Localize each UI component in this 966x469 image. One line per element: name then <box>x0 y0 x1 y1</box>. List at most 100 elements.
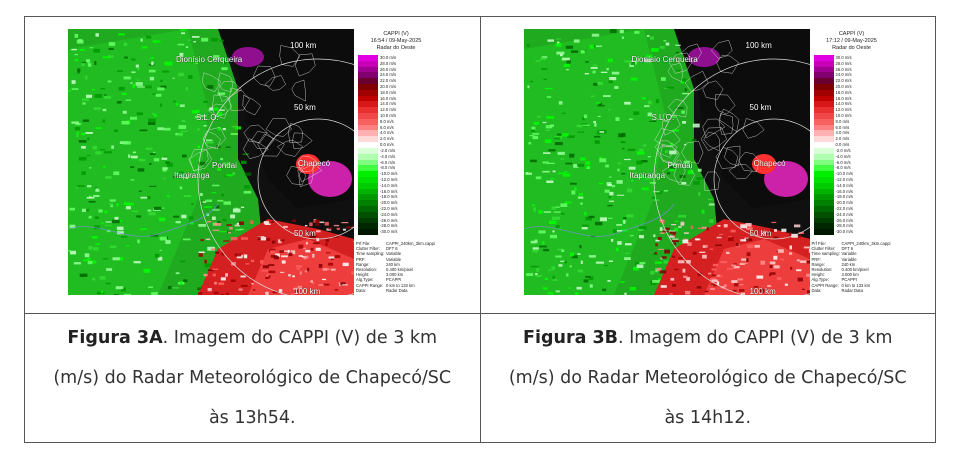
velocity-legend-label: 22.0 m/s <box>835 78 852 84</box>
metadata-value: 0.400 km/pixel <box>386 267 413 273</box>
metadata-value: 3.000 km <box>841 272 859 278</box>
radar-header: CAPPI (V) 17:12 / 09-May-2025 Radar do Oes… <box>810 29 894 52</box>
radar-side-panel: CAPPI (V) 16:54 / 09-May-2025 Radar do Oes… <box>354 29 438 311</box>
metadata-row: CAPPI Range: 0 km to 133 km <box>356 283 438 288</box>
velocity-legend-label: -18.0 m/s <box>835 194 853 200</box>
velocity-color-swatch <box>813 147 834 155</box>
velocity-color-swatch <box>813 89 834 97</box>
metadata-key: Clutter Filter: <box>811 246 836 252</box>
place-label: Itapiranga <box>629 171 666 180</box>
velocity-legend-label: -8.0 m/s <box>835 165 851 171</box>
figure-a-caption-cell: Figura 3A. Imagem do CAPPI (V) de 3 km (… <box>24 313 481 443</box>
place-label: Dionísio Cerqueira <box>176 55 243 64</box>
metadata-value: Radar Data <box>841 287 863 293</box>
velocity-legend-label: 28.0 m/s <box>835 60 852 66</box>
metadata-key: Prf File: <box>356 241 371 246</box>
velocity-legend-label: -30.0 m/s <box>835 229 853 235</box>
velocity-legend: 30.0 m/s 28.0 m/s 26.0 m/s 24.0 m/s 22.0 m/s… <box>358 55 434 236</box>
velocity-color-swatch <box>358 124 378 131</box>
place-label: Dionísio Cerqueira <box>631 55 698 64</box>
metadata-key: Clutter Filter: <box>356 246 380 252</box>
velocity-legend-label: 20.0 m/s <box>835 84 852 90</box>
metadata-row: Resolution: 0.400 km/pixel <box>356 267 438 272</box>
velocity-color-swatch <box>358 147 378 155</box>
metadata-key: PRF: <box>811 256 822 262</box>
radar-image-a: 100 km 50 km 50 km 100 km Dionísio Cerqueira… <box>68 29 438 311</box>
radar-header-line: 17:12 / 09-May-2025 <box>826 38 877 44</box>
metadata-value: DFT 6 <box>386 246 398 252</box>
velocity-legend-label: 26.0 m/s <box>835 66 852 72</box>
velocity-legend-label: -26.0 m/s <box>380 217 398 223</box>
velocity-legend-label: 30.0 m/s <box>835 55 852 60</box>
place-label: S.L.O. <box>651 113 675 122</box>
velocity-legend-label: -28.0 m/s <box>380 223 398 229</box>
metadata-row: Data: Radar Data <box>356 288 438 293</box>
metadata-row: Prf File: CAPPI_240km_3km.cappi <box>356 241 438 246</box>
figure-b-caption: Figura 3B. Imagem do CAPPI (V) de 3 km (… <box>481 318 936 438</box>
velocity-legend-label: 6.0 m/s <box>835 124 850 130</box>
velocity-color-swatch <box>813 229 834 236</box>
radar-velocity-field <box>523 29 810 295</box>
metadata-row: Alg.Type: PCAPPI <box>356 277 438 282</box>
metadata-value: Radar Data <box>386 287 408 293</box>
metadata-row: Height: 3.000 km <box>356 272 438 277</box>
metadata-key: Height: <box>811 272 825 278</box>
velocity-legend-label: -14.0 m/s <box>380 182 398 188</box>
velocity-color-swatch <box>813 142 834 149</box>
velocity-legend-label: -26.0 m/s <box>835 217 853 223</box>
velocity-color-swatch <box>358 194 378 201</box>
range-ring-label: 100 km <box>749 287 776 295</box>
velocity-legend-label: 16.0 m/s <box>380 95 397 101</box>
metadata-value: CAPPI_240km_3km.cappi <box>386 241 435 246</box>
velocity-color-swatch <box>813 182 834 190</box>
figure-a-caption-text: . Imagem do CAPPI (V) de 3 km (m/s) do R… <box>53 328 452 428</box>
figure-b-caption-text: . Imagem do CAPPI (V) de 3 km (m/s) do R… <box>508 328 907 428</box>
metadata-value: Variable <box>386 251 402 257</box>
radar-map: 100 km 50 km 50 km 100 km Dionísio Cerqueira… <box>68 29 354 295</box>
velocity-color-swatch <box>813 205 834 213</box>
velocity-legend: 30.0 m/s 28.0 m/s 26.0 m/s 24.0 m/s 22.0 m/s… <box>813 55 890 236</box>
place-label: Chapecó <box>753 159 786 168</box>
velocity-color-swatch <box>358 211 378 219</box>
velocity-legend-label: -6.0 m/s <box>835 159 851 165</box>
figure-b-label: Figura 3B <box>523 328 619 348</box>
velocity-legend-label: 6.0 m/s <box>380 124 394 130</box>
metadata-row: Clutter Filter: DFT 6 <box>812 246 894 251</box>
velocity-legend-label: 4.0 m/s <box>835 130 850 136</box>
velocity-color-swatch <box>358 142 378 149</box>
velocity-color-swatch <box>813 72 834 79</box>
metadata-key: Data: <box>356 287 367 293</box>
velocity-color-swatch <box>813 95 834 102</box>
range-ring-label: 50 km <box>294 103 316 112</box>
metadata-row: Prf File: CAPPI_240km_3km.cappi <box>812 241 894 246</box>
velocity-color-swatch <box>813 188 834 195</box>
velocity-legend-label: -20.0 m/s <box>835 200 853 206</box>
metadata-value: 3.000 km <box>386 272 404 278</box>
range-ring-label: 50 km <box>749 229 772 238</box>
metadata-key: Resolution: <box>356 267 377 273</box>
metadata-key: Range: <box>811 261 826 267</box>
velocity-legend-label: 12.0 m/s <box>380 107 397 113</box>
velocity-legend-label: -20.0 m/s <box>380 200 398 206</box>
metadata-key: Resolution: <box>811 267 833 273</box>
velocity-color-swatch <box>358 217 378 224</box>
velocity-color-swatch <box>358 72 378 79</box>
velocity-color-swatch <box>813 217 834 224</box>
velocity-color-bar <box>358 55 378 236</box>
velocity-legend-label: 8.0 m/s <box>835 118 850 124</box>
velocity-color-swatch <box>358 113 378 120</box>
velocity-color-swatch <box>358 200 378 207</box>
metadata-value: PCAPPI <box>386 277 402 283</box>
velocity-color-swatch <box>358 107 378 114</box>
velocity-legend-label: -10.0 m/s <box>835 171 853 177</box>
velocity-legend-label: 0.0 m/s <box>835 142 850 148</box>
velocity-color-swatch <box>813 176 834 184</box>
velocity-legend-label: -12.0 m/s <box>380 176 398 182</box>
velocity-legend-label: 0.0 m/s <box>380 142 394 148</box>
velocity-color-swatch <box>358 153 378 160</box>
velocity-color-swatch <box>813 171 834 178</box>
velocity-legend-label: 18.0 m/s <box>380 89 397 95</box>
radar-map: 100 km 50 km 50 km 100 km Dionísio Cerqueira… <box>523 29 810 295</box>
velocity-legend-label: -24.0 m/s <box>835 211 853 217</box>
metadata-row: Range: 240 km <box>356 262 438 267</box>
